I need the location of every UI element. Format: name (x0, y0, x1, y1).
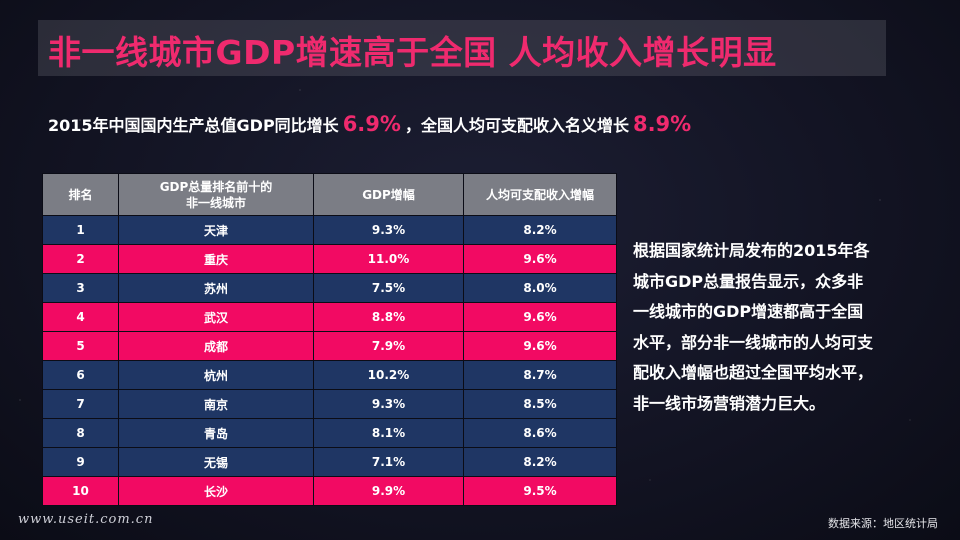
description-line: 根据国家统计局发布的2015年各 (633, 241, 870, 260)
income-growth-value: 8.9% (632, 112, 692, 136)
rank-cell: 7 (42, 389, 119, 419)
table-row: 3 苏州 7.5% 8.0% (42, 273, 617, 303)
income-growth-cell: 8.2% (463, 447, 617, 477)
table-row: 2 重庆 11.0% 9.6% (42, 244, 617, 274)
rank-cell: 10 (42, 476, 119, 506)
header-income-growth: 人均可支配收入增幅 (463, 173, 617, 216)
city-cell: 重庆 (118, 244, 314, 274)
gdp-growth-cell: 7.1% (313, 447, 464, 477)
table-row: 10 长沙 9.9% 9.5% (42, 476, 617, 506)
table-header: 排名 GDP总量排名前十的 非一线城市 GDP增幅 人均可支配收入增幅 (42, 173, 617, 216)
description-line: 配收入增幅也超过全国平均水平， (633, 363, 874, 382)
city-cell: 无锡 (118, 447, 314, 477)
description-line: 城市GDP总量报告显示，众多非 (633, 271, 864, 291)
gdp-growth-cell: 9.3% (313, 215, 464, 245)
data-source-note: 数据来源：地区统计局 (828, 517, 938, 530)
gdp-growth-cell: 8.1% (313, 418, 464, 448)
income-growth-cell: 9.6% (463, 302, 617, 332)
table-row: 6 杭州 10.2% 8.7% (42, 360, 617, 390)
city-cell: 天津 (118, 215, 314, 245)
city-cell: 青岛 (118, 418, 314, 448)
city-cell: 成都 (118, 331, 314, 361)
table-row: 4 武汉 8.8% 9.6% (42, 302, 617, 332)
title-banner (38, 20, 886, 76)
income-growth-cell: 8.6% (463, 418, 617, 448)
income-growth-cell: 9.5% (463, 476, 617, 506)
rank-cell: 5 (42, 331, 119, 361)
gdp-growth-cell: 8.8% (313, 302, 464, 332)
gdp-growth-cell: 7.5% (313, 273, 464, 303)
description-line: 一线城市的GDP增速都高于全国 (633, 302, 864, 321)
summary-text-1: 2015年中国国内生产总值GDP同比增长 (48, 116, 339, 135)
table-row: 8 青岛 8.1% 8.6% (42, 418, 617, 448)
table-header-row: 排名 GDP总量排名前十的 非一线城市 GDP增幅 人均可支配收入增幅 (42, 173, 617, 216)
city-cell: 长沙 (118, 476, 314, 506)
page-title: 非一线城市GDP增速高于全国 人均收入增长明显 (48, 33, 777, 72)
table-row: 5 成都 7.9% 9.6% (42, 331, 617, 361)
header-gdp-growth: GDP增幅 (313, 173, 464, 216)
income-growth-cell: 8.5% (463, 389, 617, 419)
header-rank: 排名 (42, 173, 119, 216)
description-line: 水平，部分非一线城市的人均可支 (633, 332, 874, 352)
rank-cell: 9 (42, 447, 119, 477)
gdp-growth-value: 6.9% (342, 112, 401, 136)
table-body: 1 天津 9.3% 8.2% 2 重庆 11.0% 9.6% 3 苏州 7.5% 8.0% 4 武汉 8.8… (42, 215, 617, 506)
income-growth-cell: 9.6% (463, 244, 617, 274)
watermark: www.useit.com.cn (18, 512, 154, 527)
city-cell: 武汉 (118, 302, 314, 332)
table-row: 7 南京 9.3% 8.5% (42, 389, 617, 419)
income-growth-cell: 8.2% (463, 215, 617, 245)
rank-cell: 4 (42, 302, 119, 332)
gdp-growth-cell: 9.9% (313, 476, 464, 506)
table-row: 1 天津 9.3% 8.2% (42, 215, 617, 245)
income-growth-cell: 9.6% (463, 331, 617, 361)
city-gdp-table: 排名 GDP总量排名前十的 非一线城市 GDP增幅 人均可支配收入增幅 1 天津 9… (42, 173, 617, 506)
rank-cell: 2 (42, 244, 119, 274)
gdp-growth-cell: 10.2% (313, 360, 464, 390)
city-cell: 南京 (118, 389, 314, 419)
rank-cell: 3 (42, 273, 119, 303)
description-paragraph: 根据国家统计局发布的2015年各 城市GDP总量报告显示，众多非 一线城市的GDP增… (633, 236, 923, 419)
gdp-growth-cell: 11.0% (313, 244, 464, 274)
rank-cell: 6 (42, 360, 119, 390)
income-growth-cell: 8.0% (463, 273, 617, 303)
rank-cell: 1 (42, 215, 119, 245)
description-line: 非一线市场营销潜力巨大。 (633, 393, 826, 413)
income-growth-cell: 8.7% (463, 360, 617, 390)
table-row: 9 无锡 7.1% 8.2% (42, 447, 617, 477)
city-cell: 杭州 (118, 360, 314, 390)
gdp-growth-cell: 7.9% (313, 331, 464, 361)
summary-line: 2015年中国国内生产总值GDP同比增长 6.9% ，全国人均可支配收入名义增长 8.… (48, 112, 695, 136)
city-cell: 苏州 (118, 273, 314, 303)
gdp-growth-cell: 9.3% (313, 389, 464, 419)
summary-text-2: ，全国人均可支配收入名义增长 (404, 116, 629, 135)
header-city: GDP总量排名前十的 非一线城市 (118, 173, 314, 216)
rank-cell: 8 (42, 418, 119, 448)
